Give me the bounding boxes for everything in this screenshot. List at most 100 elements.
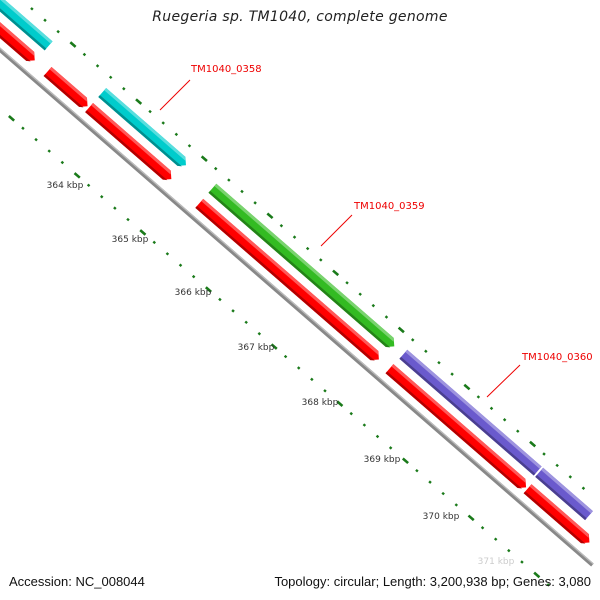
gene-label-leader-line <box>320 214 353 247</box>
gene-label-0360[interactable]: TM1040_0360 <box>522 352 593 363</box>
outer-scale-minor-tick <box>542 452 546 456</box>
inner-scale-minor-tick <box>113 206 117 210</box>
outer-scale-minor-tick <box>292 235 297 239</box>
gene-feature-0358[interactable] <box>98 87 190 170</box>
inner-scale-minor-tick <box>362 423 367 427</box>
cds-feature-highlight <box>49 66 87 102</box>
cds-feature-0360-highlight <box>391 364 526 483</box>
outer-scale-minor-tick <box>476 395 481 399</box>
outer-scale-minor-tick <box>161 121 165 125</box>
cds-feature[interactable] <box>0 0 39 65</box>
outer-scale-minor-tick <box>568 475 573 479</box>
outer-scale-minor-tick <box>345 281 349 285</box>
outer-scale-minor-tick <box>555 463 559 468</box>
scale-label: 367 kbp <box>237 343 275 353</box>
gene-feature-0360[interactable] <box>399 349 542 476</box>
inner-scale-major-tick <box>401 457 409 465</box>
outer-scale-minor-tick <box>358 292 362 296</box>
outer-scale-minor-tick <box>174 132 179 137</box>
gene-feature-0360-part[interactable] <box>535 467 593 521</box>
outer-scale-minor-tick <box>450 372 454 376</box>
scale-label: 366 kbp <box>174 288 212 298</box>
cds-feature-0358-shadow <box>85 110 168 181</box>
map-title: Ruegeria sp. TM1040, complete genome <box>152 9 448 25</box>
cds-feature-shadow <box>43 74 84 108</box>
scale-label: 371 kbp <box>477 557 515 567</box>
outer-scale-minor-tick <box>424 349 428 354</box>
inner-scale-minor-tick <box>257 331 262 336</box>
inner-scale-minor-tick <box>349 411 353 416</box>
inner-scale-major-tick <box>270 343 278 350</box>
gene-label-0359[interactable]: TM1040_0359 <box>354 201 425 212</box>
outer-scale-major-tick <box>463 383 471 391</box>
inner-scale-minor-tick <box>375 434 380 439</box>
cds-feature[interactable] <box>523 484 594 547</box>
cds-feature-0359-highlight <box>201 198 379 355</box>
scale-label: 370 kbp <box>422 512 460 522</box>
scale-label: 368 kbp <box>301 398 339 408</box>
outer-scale-minor-tick <box>319 258 323 262</box>
inner-scale-minor-tick <box>126 217 130 222</box>
cds-feature-0359[interactable] <box>195 198 382 364</box>
outer-scale-minor-tick <box>43 18 47 22</box>
outer-scale-major-tick <box>200 155 208 162</box>
gene-feature-0358-shadow <box>98 95 182 167</box>
cds-feature-0359-shadow <box>195 205 375 361</box>
backbone-line <box>0 0 594 567</box>
inner-scale-major-tick <box>336 400 344 407</box>
inner-scale-minor-tick <box>178 263 183 267</box>
cds-feature-highlight <box>0 0 35 56</box>
gene-feature-0358-highlight <box>104 87 186 161</box>
gene-label-leader-line <box>486 364 521 398</box>
outer-scale-minor-tick <box>489 406 494 411</box>
inner-scale-major-tick <box>8 115 16 122</box>
gene-label-0358[interactable]: TM1040_0358 <box>191 64 262 75</box>
inner-scale-minor-tick <box>546 583 550 587</box>
outer-scale-major-tick <box>332 269 340 277</box>
outer-scale-minor-tick <box>214 166 218 171</box>
outer-scale-minor-tick <box>227 178 231 182</box>
outer-scale-major-tick <box>397 326 405 334</box>
inner-scale-minor-tick <box>493 537 498 541</box>
gene-feature-0360-part-highlight <box>541 467 593 514</box>
genome-summary-text: Topology: circular; Length: 3,200,938 bp… <box>274 574 591 589</box>
outer-scale-minor-tick <box>581 486 586 490</box>
inner-scale-minor-tick <box>21 126 25 130</box>
cds-feature-0360[interactable] <box>385 364 530 492</box>
outer-scale-minor-tick <box>516 429 520 433</box>
gene-feature-0359[interactable] <box>208 183 398 351</box>
inner-scale-minor-tick <box>231 309 235 313</box>
inner-scale-minor-tick <box>415 468 419 473</box>
outer-scale-minor-tick <box>122 87 126 91</box>
cds-feature[interactable] <box>43 66 92 111</box>
inner-scale-minor-tick <box>441 491 445 496</box>
outer-scale-minor-tick <box>56 29 60 34</box>
gene-feature-0359-shadow <box>208 190 391 348</box>
scale-label: 364 kbp <box>46 181 84 191</box>
inner-scale-minor-tick <box>454 503 459 507</box>
inner-scale-major-tick <box>204 286 212 293</box>
gene-feature-highlight <box>0 0 53 44</box>
cds-feature-0358[interactable] <box>85 103 175 184</box>
cds-feature-shadow <box>0 1 31 62</box>
outer-scale-major-tick <box>266 212 274 220</box>
inner-scale-major-tick <box>73 172 81 179</box>
inner-scale-minor-tick <box>86 183 91 188</box>
outer-scale-minor-tick <box>30 7 34 11</box>
accession-text: Accession: NC_008044 <box>9 574 145 589</box>
inner-scale-minor-tick <box>34 137 38 142</box>
backbone-highlight <box>0 0 594 565</box>
inner-scale-minor-tick <box>310 377 314 382</box>
gene-feature-shadow <box>0 0 47 51</box>
cds-feature-shadow <box>523 491 586 544</box>
inner-scale-minor-tick <box>296 366 301 370</box>
scale-label: 365 kbp <box>111 235 149 245</box>
scale-label: 369 kbp <box>363 455 401 465</box>
outer-scale-minor-tick <box>108 75 113 80</box>
inner-scale-minor-tick <box>60 160 65 165</box>
gene-feature[interactable] <box>0 0 53 51</box>
outer-scale-major-tick <box>135 98 143 105</box>
inner-scale-minor-tick <box>520 560 524 564</box>
